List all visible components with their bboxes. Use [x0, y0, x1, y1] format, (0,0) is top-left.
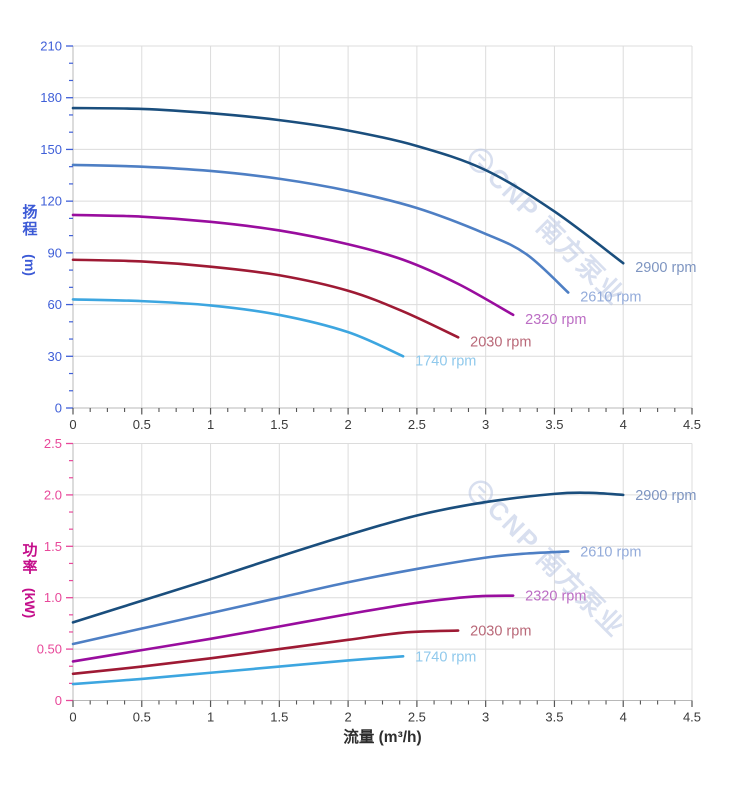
y-tick-label: 0 — [55, 401, 62, 416]
curve-2610-rpm — [71, 163, 570, 294]
x-tick-label: 3 — [482, 417, 489, 432]
rpm-label-2900-rpm: 2900 rpm — [635, 260, 696, 276]
y-tick-label: 30 — [48, 349, 62, 364]
x-tick-label: 4.5 — [683, 710, 701, 725]
x-tick-label: 1.5 — [270, 710, 288, 725]
y-tick-label: 2.0 — [44, 487, 62, 502]
x-tick-label: 4 — [620, 417, 627, 432]
x-tick-label: 4 — [620, 710, 627, 725]
y-tick-label: 0.50 — [37, 642, 62, 657]
head-chart: CNP 南方泵业 0 30 60 90 120 150 180 210 0 0.5 1 1.5 2 2.5 3… — [40, 39, 701, 433]
rpm-label-2030-rpm: 2030 rpm — [470, 334, 531, 350]
x-tick-label: 1.5 — [270, 417, 288, 432]
power-chart: CNP 南方泵业 0 0.50 1.0 1.5 2.0 2.5 0 0.5 1 1.5 2 2.5 3 3.… — [37, 436, 701, 725]
x-tick-label: 3.5 — [545, 710, 563, 725]
curve-1740-rpm — [71, 298, 405, 358]
curve-2320-rpm — [71, 594, 515, 663]
flow-axis-title: 流量 (m³/h) — [343, 729, 422, 746]
curve-2900-rpm — [71, 491, 625, 624]
y-tick-label: 180 — [40, 90, 62, 105]
curve-2030-rpm — [71, 258, 460, 339]
curve-2320-rpm — [71, 213, 515, 317]
y-tick-label: 2.5 — [44, 436, 62, 451]
x-tick-label: 0 — [69, 417, 76, 432]
head-axis-unit: (m) — [22, 254, 39, 277]
rpm-label-2900-rpm: 2900 rpm — [635, 488, 696, 504]
rpm-label-2610-rpm: 2610 rpm — [580, 544, 641, 560]
x-tick-label: 0.5 — [133, 710, 151, 725]
y-tick-label: 1.5 — [44, 539, 62, 554]
x-tick-label: 1 — [207, 710, 214, 725]
watermark-text: CNP 南方泵业 — [482, 494, 632, 644]
head-axis-title: 扬程 (m) — [10, 204, 50, 289]
rpm-label-2030-rpm: 2030 rpm — [470, 624, 531, 640]
x-tick-label: 4.5 — [683, 417, 701, 432]
rpm-label-1740-rpm: 1740 rpm — [415, 353, 476, 369]
cnp-logo-icon — [468, 148, 494, 174]
power-axis-title: 功率 (kW) — [10, 542, 50, 627]
curve-2900-rpm — [71, 106, 625, 265]
y-tick-label: 120 — [40, 194, 62, 209]
x-tick-label: 0.5 — [133, 417, 151, 432]
x-tick-label: 0 — [69, 710, 76, 725]
rpm-label-2320-rpm: 2320 rpm — [525, 589, 586, 605]
power-axis-title-cn: 功率 — [22, 542, 38, 577]
x-tick-label: 2.5 — [408, 710, 426, 725]
rpm-label-2320-rpm: 2320 rpm — [525, 312, 586, 328]
x-tick-label: 2.5 — [408, 417, 426, 432]
x-tick-label: 2 — [344, 417, 351, 432]
y-tick-label: 0 — [55, 693, 62, 708]
curve-2030-rpm — [71, 629, 460, 676]
power-axis-unit: (kW) — [22, 588, 39, 619]
curve-1740-rpm — [71, 654, 405, 686]
y-tick-label: 150 — [40, 142, 62, 157]
cnp-logo-icon — [477, 485, 486, 503]
curve-2610-rpm — [71, 550, 570, 646]
x-tick-label: 1 — [207, 417, 214, 432]
x-tick-label: 3.5 — [545, 417, 563, 432]
y-tick-label: 90 — [48, 245, 62, 260]
watermark: CNP 南方泵业 — [468, 148, 631, 311]
x-tick-label: 3 — [482, 710, 489, 725]
rpm-label-2610-rpm: 2610 rpm — [580, 290, 641, 306]
x-tick-label: 2 — [344, 710, 351, 725]
y-tick-label: 210 — [40, 39, 62, 54]
rpm-label-1740-rpm: 1740 rpm — [415, 649, 476, 665]
y-tick-label: 60 — [48, 297, 62, 312]
head-axis-title-cn: 扬程 — [22, 204, 38, 239]
y-tick-label: 1.0 — [44, 590, 62, 605]
